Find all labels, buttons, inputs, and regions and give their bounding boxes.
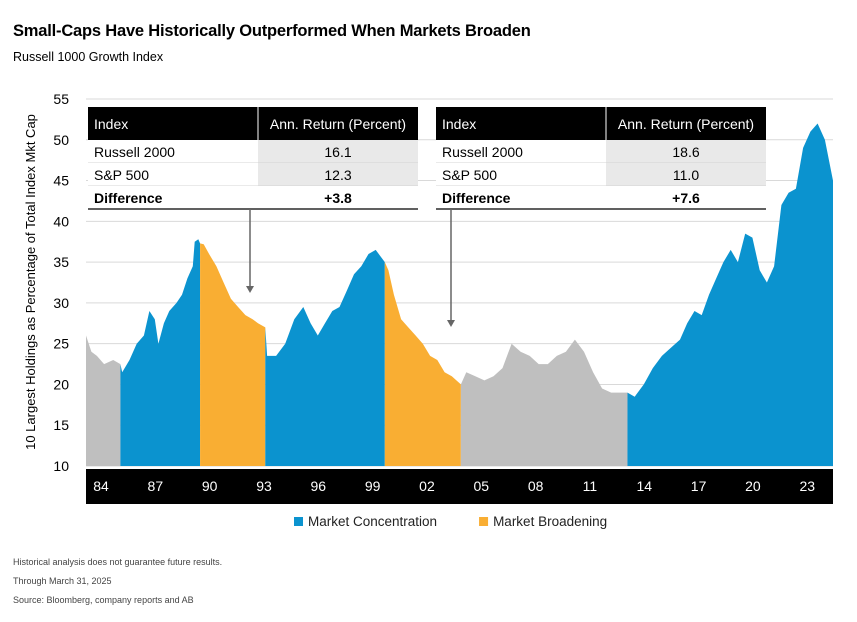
- table-value-cell: [258, 186, 418, 209]
- footnote-date: Through March 31, 2025: [13, 576, 112, 586]
- table-label-cell: [88, 186, 258, 209]
- table-row-label: Difference: [94, 190, 163, 206]
- chart-title: Small-Caps Have Historically Outperforme…: [13, 22, 531, 40]
- pointer-arrow-head-0: [246, 286, 254, 293]
- x-tick-label: 90: [202, 478, 218, 494]
- y-tick-label: 25: [53, 336, 69, 352]
- y-tick-label: 15: [53, 417, 69, 433]
- area-region-concentration-1: [120, 239, 201, 466]
- table-row-value: 16.1: [324, 144, 351, 160]
- legend-swatch-1: [479, 517, 489, 526]
- table-row-label: Russell 2000: [94, 144, 175, 160]
- table-header-index: Index: [94, 116, 128, 132]
- table-row-label: Russell 2000: [442, 144, 523, 160]
- table-header-bg-0: [88, 107, 418, 140]
- table-label-cell: [88, 163, 258, 186]
- x-tick-label: 14: [636, 478, 652, 494]
- x-tick-label: 20: [745, 478, 761, 494]
- x-tick-label: 08: [528, 478, 544, 494]
- x-tick-label: 17: [691, 478, 707, 494]
- x-tick-label: 23: [799, 478, 815, 494]
- area-region-broadening-2: [200, 243, 266, 466]
- table-label-cell: [436, 140, 606, 163]
- x-tick-label: 99: [365, 478, 381, 494]
- table-value-cell: [606, 186, 766, 209]
- chart-subtitle: Russell 1000 Growth Index: [13, 50, 164, 64]
- table-row-label: S&P 500: [442, 167, 497, 183]
- legend-swatch-0: [294, 517, 303, 526]
- y-tick-label: 30: [53, 295, 69, 311]
- table-label-cell: [436, 163, 606, 186]
- footnote-disclaimer: Historical analysis does not guarantee f…: [13, 557, 223, 567]
- x-tick-label: 02: [419, 478, 435, 494]
- table-label-cell: [436, 186, 606, 209]
- table-header-return: Ann. Return (Percent): [618, 116, 754, 132]
- table-row-value: +7.6: [672, 190, 700, 206]
- footnote-source: Source: Bloomberg, company reports and A…: [13, 595, 194, 605]
- area-region-neutral-0: [86, 335, 121, 466]
- table-label-cell: [88, 140, 258, 163]
- table-value-cell: [606, 140, 766, 163]
- table-header-bg-1: [436, 107, 766, 140]
- y-tick-label: 50: [53, 132, 69, 148]
- y-tick-label: 10: [53, 458, 69, 474]
- table-row-value: 11.0: [673, 167, 699, 183]
- table-value-cell: [606, 163, 766, 186]
- table-value-cell: [258, 140, 418, 163]
- y-tick-label: 20: [53, 376, 69, 392]
- table-row-label: S&P 500: [94, 167, 149, 183]
- table-header-index: Index: [442, 116, 476, 132]
- area-region-concentration-3: [265, 249, 385, 466]
- x-tick-label: 87: [148, 478, 164, 494]
- y-tick-label: 40: [53, 213, 69, 229]
- table-row-value: +3.8: [324, 190, 352, 206]
- y-tick-label: 55: [53, 91, 69, 107]
- area-region-broadening-4: [384, 262, 461, 466]
- table-header-return: Ann. Return (Percent): [270, 116, 406, 132]
- legend-label-0: Market Concentration: [308, 514, 437, 529]
- y-tick-label: 45: [53, 173, 69, 189]
- x-tick-label: 96: [311, 478, 327, 494]
- pointer-arrow-head-1: [447, 320, 455, 327]
- x-tick-label: 93: [256, 478, 272, 494]
- y-tick-label: 35: [53, 254, 69, 270]
- x-tick-label: 05: [474, 478, 490, 494]
- y-axis-title: 10 Largest Holdings as Percentage of Tot…: [23, 114, 38, 450]
- table-row-value: 18.6: [672, 144, 699, 160]
- table-row-value: 12.3: [324, 167, 351, 183]
- x-tick-label: 11: [583, 478, 598, 494]
- area-region-neutral-5: [460, 339, 628, 466]
- table-value-cell: [258, 163, 418, 186]
- x-tick-label: 84: [93, 478, 109, 494]
- legend-label-1: Market Broadening: [493, 514, 607, 529]
- x-axis-band: [86, 469, 833, 504]
- table-row-label: Difference: [442, 190, 511, 206]
- area-region-concentration-6: [627, 123, 833, 466]
